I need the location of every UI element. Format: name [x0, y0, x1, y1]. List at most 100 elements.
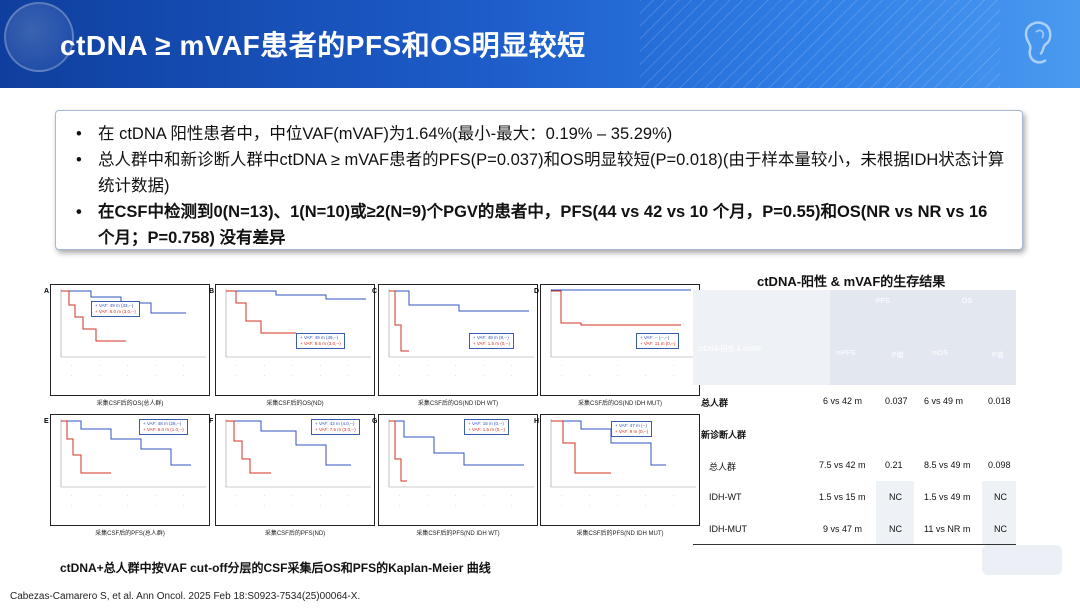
km-risk-mark: ·	[511, 374, 512, 378]
km-risk-mark: ·	[127, 364, 128, 368]
km-risk-mark: ·	[455, 374, 456, 378]
km-risk-mark: ·	[292, 494, 293, 498]
km-risk-mark: ·	[99, 374, 100, 378]
km-risk-mark: ·	[264, 364, 265, 368]
citation: Cabezas-Camarero S, et al. Ann Oncol. 20…	[10, 591, 361, 602]
table-title: ctDNA-阳性 & mVAF的生存结果	[757, 274, 946, 289]
table-row: IDH-WT 1.5 vs 15 m NC 1.5 vs 49 m NC	[693, 481, 1016, 513]
table-cell-os: 6 vs 49 m	[924, 396, 964, 406]
km-risk-mark: ·	[561, 504, 562, 508]
km-risk-mark: ·	[483, 364, 484, 368]
table-cell-os: 1.5 vs 49 m	[924, 492, 971, 502]
km-risk-mark: ·	[71, 494, 72, 498]
km-curve-high-vaf	[226, 290, 366, 300]
table-cell-label: IDH-MUT	[709, 524, 747, 534]
table-row: 新诊断人群	[693, 417, 1016, 449]
km-risk-mark: ·	[320, 364, 321, 368]
table-header-p1: P值	[892, 352, 904, 359]
km-curve-high-vaf	[226, 420, 351, 466]
table-header-mpfs: mPFS	[836, 350, 856, 357]
km-panel-caption: 采集CSF后的OS(ND)	[266, 401, 324, 407]
km-risk-mark: ·	[617, 374, 618, 378]
km-axis	[60, 289, 206, 358]
km-risk-mark: ·	[617, 504, 618, 508]
table-cell-pfs: 7.5 vs 42 m	[819, 460, 866, 470]
km-risk-mark: ·	[127, 374, 128, 378]
km-risk-mark: ·	[183, 374, 184, 378]
km-risk-mark: ·	[511, 504, 512, 508]
table-cell-label: 总人群	[709, 462, 737, 472]
km-risk-mark: ·	[427, 374, 428, 378]
table-cell-p1: 0.21	[885, 460, 903, 470]
km-panel-caption: 采集CSF后的PFS(ND IDH MUT)	[576, 531, 664, 537]
km-panel-letter: E	[44, 418, 49, 425]
km-risk-mark: ·	[617, 494, 618, 498]
km-risk-mark: ·	[427, 504, 428, 508]
km-risk-mark: ·	[399, 494, 400, 498]
km-risk-mark: ·	[589, 504, 590, 508]
km-panel-d: · · · · · · · · · · + VAF: -- (--,--) + VAF: 11 m (…	[540, 284, 700, 396]
km-curve-low-vaf	[551, 420, 611, 474]
km-risk-mark: ·	[127, 494, 128, 498]
km-risk-mark: ·	[483, 504, 484, 508]
table-cell-os: 11 vs NR m	[924, 524, 971, 534]
table-cell-p2: NC	[994, 492, 1007, 502]
km-panel-caption: 采集CSF后的PFS(ND IDH WT)	[416, 531, 500, 537]
km-panel-letter: B	[209, 288, 215, 295]
km-risk-mark: ·	[511, 494, 512, 498]
km-axis	[550, 289, 696, 358]
km-legend-high: + VAF: 42 m (4.0,--)	[315, 421, 355, 426]
km-risk-mark: ·	[264, 494, 265, 498]
km-risk-mark: ·	[348, 364, 349, 368]
km-axis	[388, 419, 534, 488]
table-cell-p1: 0.037	[885, 396, 908, 406]
km-risk-mark: ·	[183, 494, 184, 498]
km-risk-mark: ·	[645, 374, 646, 378]
km-risk-mark: ·	[673, 374, 674, 378]
km-risk-mark: ·	[292, 504, 293, 508]
km-legend-high: + VAF: 47 m (--)	[615, 423, 648, 428]
km-risk-mark: ·	[673, 364, 674, 368]
km-risk-mark: ·	[455, 364, 456, 368]
km-panel-e: · · · · · · · · · · + VAF: 48 m (26,--) + VAF: 6.0 …	[50, 414, 210, 526]
km-risk-mark: ·	[320, 494, 321, 498]
km-risk-mark: ·	[99, 494, 100, 498]
bullet-pfs-os: 总人群中和新诊断人群中ctDNA ≥ mVAF患者的PFS(P=0.037)和O…	[76, 147, 1006, 199]
km-risk-mark: ·	[589, 494, 590, 498]
km-panel-a: · · · · · · · · · · + VAF: 49 m (33,--) + VAF: 6.0 …	[50, 284, 210, 396]
km-panel-letter: D	[534, 288, 540, 295]
km-axis	[225, 419, 371, 488]
km-legend: + VAF: 49 m (9,--) + VAF: 1.5 m (0,--)	[469, 333, 515, 349]
km-risk-mark: ·	[483, 494, 484, 498]
km-risk-mark: ·	[673, 494, 674, 498]
km-risk-mark: ·	[320, 374, 321, 378]
km-risk-mark: ·	[455, 504, 456, 508]
km-risk-mark: ·	[236, 374, 237, 378]
km-panel-letter: A	[44, 288, 50, 295]
km-risk-mark: ·	[399, 504, 400, 508]
km-legend-low: + VAF: 1.5 m (0,--)	[473, 341, 511, 346]
km-legend: + VAF: 49 m (33,--) + VAF: 6.0 m (3.0,--)	[91, 301, 140, 317]
km-plot: · · · · · · · · · ·	[60, 289, 206, 378]
km-risk-mark: ·	[71, 364, 72, 368]
km-legend: + VAF: 42 m (4.0,--) + VAF: 7.5 m (3.0,--…	[311, 419, 360, 435]
ear-icon	[1024, 21, 1052, 64]
bullet-pgv: 在CSF中检测到0(N=13)、1(N=10)或≥2(N=9)个PGV的患者中，…	[76, 199, 1006, 251]
km-legend: + VAF: 48 m (26,--) + VAF: 6.0 m (1.0,--)	[139, 419, 188, 435]
table-cell-os: 8.5 vs 49 m	[924, 460, 971, 470]
km-legend-high: + VAF: 49 m (33,--)	[95, 303, 134, 308]
km-curve-low-vaf	[389, 290, 409, 352]
km-figure-caption: ctDNA+总人群中按VAF cut-off分层的CSF采集后OS和PFS的Ka…	[60, 561, 491, 575]
km-panel-caption: 采集CSF后的PFS(总人群)	[95, 531, 165, 537]
km-risk-mark: ·	[236, 364, 237, 368]
km-risk-mark: ·	[589, 374, 590, 378]
km-plot: · · · · · · · · · ·	[388, 289, 534, 378]
km-risk-mark: ·	[427, 494, 428, 498]
km-risk-mark: ·	[399, 364, 400, 368]
table-cell-p2: 0.018	[988, 396, 1011, 406]
km-axis	[60, 419, 206, 488]
km-panel-b: · · · · · · · · · · + VAF: 49 m (49,--) + VAF: 8.5 …	[215, 284, 375, 396]
km-risk-mark: ·	[455, 494, 456, 498]
banner-decoration	[640, 0, 1000, 88]
km-panel-c: · · · · · · · · · · + VAF: 49 m (9,--) + VAF: 1.5 m…	[378, 284, 538, 396]
